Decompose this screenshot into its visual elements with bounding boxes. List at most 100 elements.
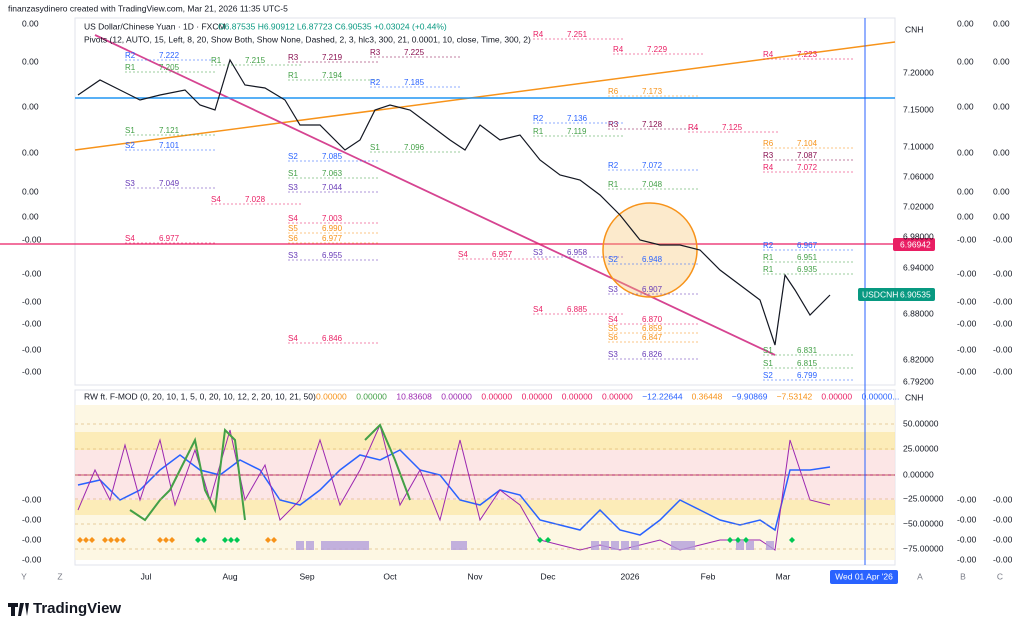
side-value: 0.00 [957, 101, 974, 111]
indicator-reading: −7.53142 [777, 391, 813, 401]
side-value: -0.00 [993, 514, 1013, 524]
pivot-price: 7.136 [567, 114, 588, 123]
side-value: -0.00 [993, 234, 1013, 244]
side-value: -0.00 [993, 534, 1013, 544]
side-value: 0.00 [993, 186, 1010, 196]
symbol-title: US Dollar/Chinese Yuan · 1D · FXCM [84, 21, 226, 31]
signal-box [591, 541, 599, 550]
side-value: -0.00 [993, 554, 1013, 564]
signal-box [687, 541, 695, 550]
pivot-level: R2 [125, 51, 136, 60]
signal-box [671, 541, 679, 550]
side-value: -0.00 [22, 554, 42, 564]
signal [222, 537, 228, 543]
pivot-level: R4 [688, 123, 699, 132]
time-label: Dec [540, 571, 556, 581]
side-value: -0.00 [22, 344, 42, 354]
pivot-level: R1 [763, 253, 774, 262]
signal-box [451, 541, 459, 550]
band [75, 500, 895, 515]
side-value: -0.00 [22, 268, 42, 278]
indicator-tick-label: 50.00000 [903, 418, 939, 428]
pivot-price: 6.826 [642, 350, 663, 359]
side-value: -0.00 [22, 296, 42, 306]
pivot-price: 6.859 [642, 324, 663, 333]
side-value: -0.00 [993, 494, 1013, 504]
pivot-price: 7.219 [322, 53, 343, 62]
pivot-price: 6.847 [642, 333, 663, 342]
pivot-level: S3 [608, 285, 618, 294]
side-value: -0.00 [22, 514, 42, 524]
side-value: 0.00 [22, 186, 39, 196]
ohlc: O6.87535 H6.90912 L6.87723 C6.90535 +0.0… [218, 21, 447, 31]
pivot-level: S4 [533, 305, 543, 314]
signal-box [601, 541, 609, 550]
pivot-price: 7.028 [245, 195, 266, 204]
pivot-level: S1 [125, 126, 135, 135]
side-value: -0.00 [993, 268, 1013, 278]
time-label: 2026 [621, 571, 640, 581]
signal-box [329, 541, 337, 550]
signal [169, 537, 175, 543]
signal-box [679, 541, 687, 550]
pivot-price: 7.215 [245, 56, 266, 65]
side-value: -0.00 [993, 296, 1013, 306]
time-label: Oct [383, 571, 397, 581]
indicator-line [364, 423, 411, 501]
price-tag-symbol: USDCNH [862, 289, 898, 299]
pivot-price: 7.121 [159, 126, 180, 135]
main-pane [74, 17, 896, 386]
pivot-level: S3 [125, 179, 135, 188]
price-tick-label: 6.94000 [903, 262, 934, 272]
pivot-level: S4 [608, 315, 618, 324]
level-tag [893, 238, 935, 251]
indicator-reading: 0.00000 [821, 391, 852, 401]
time-label: Mar [776, 571, 791, 581]
pivot-price: 7.128 [642, 120, 663, 129]
price-tick-label: 6.82000 [903, 354, 934, 364]
band [75, 405, 895, 432]
pivot-price: 6.831 [797, 346, 818, 355]
time-label: Sep [299, 571, 314, 581]
trend-line [74, 41, 896, 151]
side-value: 0.00 [993, 18, 1010, 28]
pivot-level: S2 [763, 371, 773, 380]
pivot-price: 7.225 [404, 48, 425, 57]
side-value: -0.00 [22, 366, 42, 376]
pivot-level: R6 [763, 139, 774, 148]
pivot-price: 7.096 [404, 143, 425, 152]
pivot-price: 7.101 [159, 141, 180, 150]
signal [727, 537, 733, 543]
price-tick-label: 7.06000 [903, 171, 934, 181]
pivot-level: R1 [533, 127, 544, 136]
price-tick-label: 7.02000 [903, 201, 934, 211]
pivot-level: S4 [288, 334, 298, 343]
indicator-reading: 0.00000... [862, 391, 900, 401]
highlight-circle [602, 202, 698, 298]
axis-letter: C [997, 571, 1003, 581]
signal [271, 537, 277, 543]
time-label: Jul [141, 571, 152, 581]
side-value: -0.00 [957, 534, 977, 544]
pivot-price: 7.104 [797, 139, 818, 148]
pivot-price: 7.205 [159, 63, 180, 72]
currency: CNH [905, 24, 923, 34]
pivot-level: S4 [125, 234, 135, 243]
band [75, 515, 895, 560]
pivot-price: 7.229 [647, 45, 668, 54]
indicator-reading: −12.22644 [642, 391, 683, 401]
side-value: -0.00 [957, 268, 977, 278]
signal-box [306, 541, 314, 550]
price-tick-label: 7.20000 [903, 67, 934, 77]
pivot-price: 6.907 [642, 285, 663, 294]
side-value: -0.00 [957, 234, 977, 244]
indicator-tick-label: 25.00000 [903, 443, 939, 453]
pivot-price: 7.003 [322, 214, 343, 223]
pivot-level: R1 [608, 180, 619, 189]
pivot-price: 7.223 [797, 50, 818, 59]
side-value: 0.00 [22, 147, 39, 157]
pivot-level: S6 [608, 333, 618, 342]
signal [114, 537, 120, 543]
signal [201, 537, 207, 543]
